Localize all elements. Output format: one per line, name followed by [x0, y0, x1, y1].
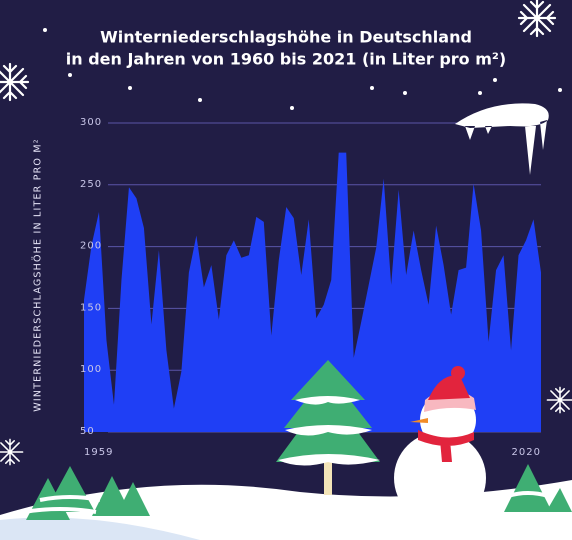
- snow-hill: [0, 480, 572, 540]
- area: [84, 152, 541, 432]
- chart-title: Winterniederschlagshöhe in Deutschland: [100, 28, 472, 47]
- y-axis-label: WINTERNIEDERSCHLAGSHÖHE IN LITER PRO M²: [33, 138, 44, 411]
- y-tick-label: 100: [80, 364, 102, 375]
- snowflake: [517, 0, 557, 38]
- chart-title: in den Jahren von 1960 bis 2021 (in Lite…: [66, 50, 506, 69]
- snow-dots: [43, 28, 562, 110]
- y-tick-label: 50: [80, 426, 95, 437]
- snowflake: [546, 386, 572, 414]
- tree-trunk: [324, 455, 332, 495]
- tree: [276, 360, 380, 462]
- tree-snow: [278, 396, 380, 466]
- snowman: [394, 366, 486, 524]
- small-trees: [23, 464, 572, 520]
- y-tick-label: 300: [80, 117, 102, 128]
- x-tick-label: 2020: [512, 447, 541, 458]
- x-tick-label: 1959: [84, 447, 113, 458]
- snow-shadow: [0, 517, 200, 540]
- y-tick-label: 200: [80, 241, 102, 252]
- snowflake: [0, 62, 30, 102]
- snowflake: [0, 438, 24, 466]
- y-tick-label: 150: [80, 302, 102, 313]
- icicle-cloud: [455, 103, 549, 175]
- y-tick-label: 250: [80, 179, 102, 190]
